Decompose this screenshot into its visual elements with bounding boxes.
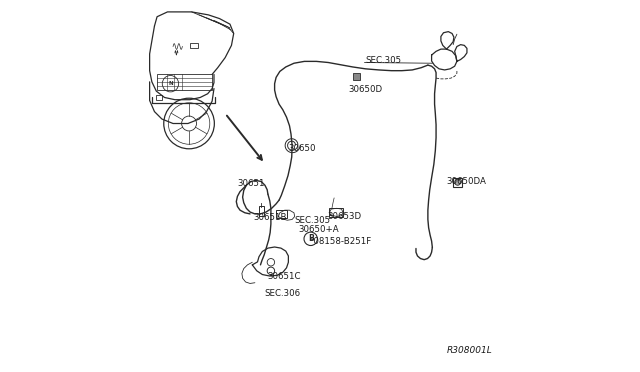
Bar: [156, 95, 162, 100]
Text: SEC.306: SEC.306: [264, 289, 300, 298]
Text: 30653D: 30653D: [328, 212, 362, 221]
Text: 30650D: 30650D: [348, 85, 382, 94]
Text: 30651C: 30651C: [267, 272, 301, 281]
Text: N: N: [168, 81, 173, 86]
Text: B: B: [308, 234, 314, 243]
Text: 30650+A: 30650+A: [299, 225, 339, 234]
Circle shape: [454, 179, 461, 185]
Text: SEC.305: SEC.305: [365, 56, 401, 65]
Text: SEC.305: SEC.305: [294, 216, 330, 225]
Bar: [157, 74, 212, 90]
Text: °08158-B251F: °08158-B251F: [309, 237, 371, 246]
Text: 30650: 30650: [289, 144, 316, 153]
FancyBboxPatch shape: [353, 73, 360, 80]
Text: 30650DA: 30650DA: [447, 177, 486, 186]
Text: R308001L: R308001L: [447, 346, 493, 355]
Text: 30651: 30651: [237, 179, 265, 188]
Text: 30651B: 30651B: [253, 213, 287, 222]
